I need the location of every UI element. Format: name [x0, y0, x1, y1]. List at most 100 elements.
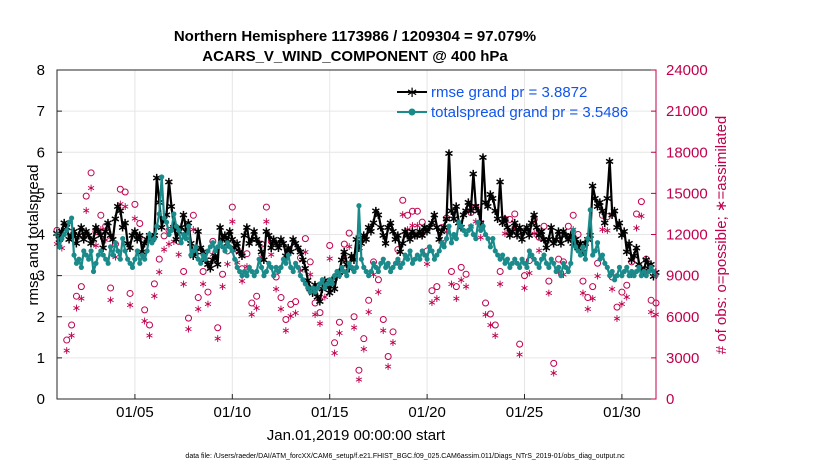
- rmse-point: ∗: [203, 257, 214, 272]
- totalspread-point: [536, 264, 542, 270]
- rmse-point: ∗: [295, 245, 306, 260]
- rmse-point: ∗: [497, 216, 508, 231]
- obs-possible-point: [574, 231, 582, 238]
- rmse-point: ∗: [577, 245, 588, 260]
- obs-possible-point: [540, 222, 548, 230]
- rmse-point: ∗: [103, 216, 114, 231]
- rmse-point: ∗: [648, 270, 659, 285]
- obs-assimilated-point: ∗: [452, 292, 461, 305]
- totalspread-point: [534, 260, 540, 266]
- rmse-point: ∗: [473, 204, 484, 219]
- rmse-point: ∗: [81, 224, 92, 239]
- obs-assimilated-point: ∗: [121, 200, 130, 213]
- totalspread-point: [59, 236, 65, 242]
- tick-labels: 0 1 2 3 4 5 6 7 8 0 3000 6000 9000 12000 15000 18000 210…: [37, 62, 708, 421]
- obs-assimilated-point: ∗: [252, 301, 261, 314]
- obs-possible-point: [131, 200, 139, 208]
- totalspread-point: [495, 252, 501, 258]
- obs-assimilated-point: ∗: [427, 296, 436, 309]
- obs-possible-point: [335, 318, 343, 326]
- rmse-point: ∗: [339, 245, 350, 260]
- obs-possible-point: [204, 288, 212, 296]
- totalspread-point: [241, 268, 248, 275]
- rmse-point: ∗: [249, 224, 260, 239]
- obs-assimilated-point: ∗: [335, 327, 344, 340]
- rmse-point: ∗: [336, 253, 347, 268]
- rmse-point: ∗: [643, 261, 654, 276]
- rmse-point: ∗: [390, 233, 401, 248]
- rmse-point: ∗: [127, 229, 138, 244]
- data-series: ∗∗∗∗∗∗∗∗∗∗∗∗∗∗∗∗∗∗∗∗∗∗∗∗∗∗∗∗∗∗∗∗∗∗∗∗∗∗∗∗…: [52, 146, 662, 309]
- rmse-point: ∗: [125, 241, 136, 256]
- rmse-point: ∗: [629, 249, 640, 264]
- rmse-point: ∗: [117, 220, 128, 235]
- totalspread-point: [570, 227, 576, 233]
- rmse-point: ∗: [100, 224, 111, 239]
- obs-assimilated-point: ∗: [345, 240, 354, 253]
- totalspread-point: [334, 268, 340, 275]
- rmse-point: ∗: [244, 237, 255, 252]
- obs-assimilated-point: ∗: [203, 297, 212, 310]
- obs-possible-point: [409, 207, 417, 215]
- totalspread-point: [234, 264, 240, 270]
- obs-assimilated-point: ∗: [359, 342, 368, 355]
- x-tick-label: 01/25: [506, 404, 544, 421]
- rmse-point: ∗: [95, 229, 106, 244]
- rmse-point: ∗: [607, 208, 618, 223]
- rmse-point: ∗: [361, 233, 372, 248]
- obs-assimilated-point: ∗: [145, 329, 154, 342]
- rmse-point: ∗: [531, 220, 542, 235]
- obs-assimilated-point: ∗: [67, 329, 76, 342]
- totalspread-point: [607, 273, 613, 279]
- totalspread-point: [424, 256, 430, 262]
- totalspread-point: [602, 260, 608, 266]
- totalspread-point: [163, 219, 170, 225]
- obs-possible-point: [564, 222, 572, 230]
- obs-assimilated-point: ∗: [349, 321, 358, 334]
- totalspread-point: [502, 260, 508, 266]
- totalspread-point: [475, 219, 481, 225]
- rmse-point: ∗: [609, 204, 620, 219]
- totalspread-point: [461, 227, 467, 233]
- totalspread-point: [224, 240, 231, 246]
- totalspread-point: [439, 240, 445, 246]
- x-tick-label: 01/10: [214, 404, 252, 421]
- obs-assimilated-point: ∗: [559, 268, 568, 281]
- totalspread-point: [504, 256, 511, 262]
- rmse-point: ∗: [619, 224, 630, 239]
- totalspread-point: [363, 268, 369, 275]
- totalspread-point: [271, 273, 277, 279]
- totalspread-point: [268, 264, 274, 270]
- obs-possible-point: [584, 294, 592, 302]
- rmse-point: ∗: [417, 229, 428, 244]
- totalspread-point: [551, 260, 557, 266]
- totalspread-point: [480, 223, 486, 229]
- obs-possible-point: [569, 211, 577, 219]
- totalspread-point: [633, 268, 640, 275]
- totalspread-point: [146, 231, 153, 238]
- totalspread-point: [577, 252, 584, 258]
- totalspread-point: [319, 277, 326, 283]
- rmse-point: ∗: [604, 154, 615, 169]
- obs-assimilated-point: ∗: [578, 287, 587, 300]
- rmse-point: ∗: [156, 220, 167, 235]
- obs-assimilated-point: ∗: [301, 245, 310, 258]
- rmse-point: ∗: [439, 220, 450, 235]
- rmse-point: ∗: [580, 237, 591, 252]
- totalspread-point: [621, 268, 627, 275]
- rmse-point: ∗: [86, 237, 97, 252]
- rmse-point: ∗: [585, 229, 596, 244]
- obs-possible-point: [413, 207, 421, 215]
- totalspread-point: [482, 231, 489, 238]
- totalspread-point: [115, 248, 121, 254]
- totalspread-point: [441, 244, 447, 250]
- rmse-point: ∗: [129, 224, 140, 239]
- totalspread-point: [232, 256, 238, 262]
- obs-possible-point: [345, 229, 353, 237]
- rmse-point: ∗: [273, 241, 284, 256]
- totalspread-point: [443, 236, 450, 242]
- rmse-point: ∗: [548, 237, 559, 252]
- totalspread-point: [612, 277, 618, 283]
- totalspread-point: [594, 240, 601, 246]
- obs-possible-point: [389, 328, 397, 336]
